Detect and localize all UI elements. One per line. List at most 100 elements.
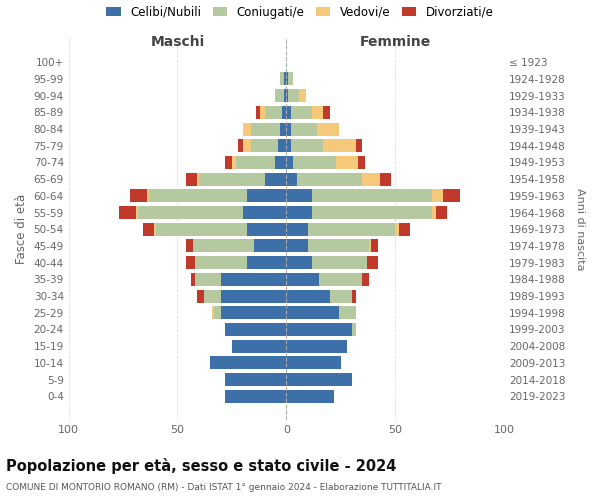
Bar bbox=[358, 156, 365, 169]
Y-axis label: Anni di nascita: Anni di nascita bbox=[575, 188, 585, 270]
Bar bbox=[221, 273, 286, 286]
Bar bbox=[247, 190, 286, 202]
Bar bbox=[313, 256, 367, 269]
Bar bbox=[308, 223, 395, 236]
Bar bbox=[214, 306, 221, 320]
Bar bbox=[265, 172, 286, 186]
Bar bbox=[247, 223, 286, 236]
Bar bbox=[186, 256, 195, 269]
Bar bbox=[195, 256, 247, 269]
Bar bbox=[186, 172, 197, 186]
Bar bbox=[299, 89, 306, 102]
Bar bbox=[371, 240, 378, 252]
Bar bbox=[251, 140, 278, 152]
Bar bbox=[290, 122, 317, 136]
Bar bbox=[317, 122, 338, 136]
Text: COMUNE DI MONTORIO ROMANO (RM) - Dati ISTAT 1° gennaio 2024 - Elaborazione TUTTI: COMUNE DI MONTORIO ROMANO (RM) - Dati IS… bbox=[6, 482, 442, 492]
Bar bbox=[243, 206, 286, 219]
Text: Maschi: Maschi bbox=[151, 35, 205, 49]
Bar bbox=[203, 290, 221, 302]
Bar bbox=[221, 290, 286, 302]
Bar bbox=[197, 290, 203, 302]
Bar bbox=[226, 156, 232, 169]
Bar bbox=[226, 323, 286, 336]
Bar bbox=[290, 106, 313, 119]
Bar bbox=[286, 190, 313, 202]
Bar bbox=[232, 340, 286, 352]
Bar bbox=[119, 206, 136, 219]
Bar bbox=[286, 240, 308, 252]
Bar bbox=[284, 89, 286, 102]
Bar bbox=[156, 223, 247, 236]
Bar bbox=[286, 223, 308, 236]
Bar bbox=[432, 190, 443, 202]
Bar bbox=[212, 306, 214, 320]
Bar bbox=[352, 290, 356, 302]
Bar bbox=[443, 190, 460, 202]
Bar bbox=[323, 140, 356, 152]
Text: Popolazione per età, sesso e stato civile - 2024: Popolazione per età, sesso e stato civil… bbox=[6, 458, 397, 473]
Bar bbox=[193, 240, 254, 252]
Bar bbox=[436, 206, 448, 219]
Bar bbox=[400, 223, 410, 236]
Bar bbox=[284, 72, 286, 86]
Bar bbox=[256, 106, 260, 119]
Bar bbox=[232, 156, 236, 169]
Bar bbox=[199, 172, 265, 186]
Bar bbox=[130, 190, 147, 202]
Bar bbox=[191, 273, 195, 286]
Bar bbox=[247, 256, 286, 269]
Bar bbox=[330, 290, 352, 302]
Bar bbox=[243, 122, 251, 136]
Y-axis label: Fasce di età: Fasce di età bbox=[15, 194, 28, 264]
Legend: Celibi/Nubili, Coniugati/e, Vedovi/e, Divorziati/e: Celibi/Nubili, Coniugati/e, Vedovi/e, Di… bbox=[101, 1, 499, 24]
Bar bbox=[290, 140, 323, 152]
Bar bbox=[286, 356, 341, 370]
Bar bbox=[352, 323, 356, 336]
Bar bbox=[286, 106, 290, 119]
Bar bbox=[362, 273, 369, 286]
Bar bbox=[221, 306, 286, 320]
Bar bbox=[186, 240, 193, 252]
Text: Femmine: Femmine bbox=[359, 35, 431, 49]
Bar bbox=[238, 140, 243, 152]
Bar bbox=[143, 223, 154, 236]
Bar bbox=[286, 306, 338, 320]
Bar bbox=[289, 72, 293, 86]
Bar bbox=[297, 172, 362, 186]
Bar bbox=[323, 106, 330, 119]
Bar bbox=[395, 223, 400, 236]
Bar bbox=[286, 140, 290, 152]
Bar bbox=[337, 156, 358, 169]
Bar bbox=[254, 240, 286, 252]
Bar bbox=[286, 156, 293, 169]
Bar bbox=[147, 190, 149, 202]
Bar bbox=[286, 172, 297, 186]
Bar bbox=[149, 190, 247, 202]
Bar bbox=[243, 140, 251, 152]
Bar bbox=[260, 106, 265, 119]
Bar bbox=[319, 273, 362, 286]
Bar bbox=[226, 390, 286, 403]
Bar bbox=[308, 240, 369, 252]
Bar bbox=[286, 340, 347, 352]
Bar bbox=[432, 206, 436, 219]
Bar bbox=[139, 206, 243, 219]
Bar bbox=[362, 172, 380, 186]
Bar bbox=[280, 72, 284, 86]
Bar bbox=[286, 256, 313, 269]
Bar bbox=[293, 156, 337, 169]
Bar bbox=[195, 273, 221, 286]
Bar bbox=[251, 122, 280, 136]
Bar bbox=[197, 172, 199, 186]
Bar bbox=[265, 106, 282, 119]
Bar bbox=[313, 206, 432, 219]
Bar bbox=[338, 306, 356, 320]
Bar bbox=[280, 122, 286, 136]
Bar bbox=[313, 190, 432, 202]
Bar bbox=[286, 89, 289, 102]
Bar bbox=[236, 156, 275, 169]
Bar bbox=[286, 206, 313, 219]
Bar bbox=[286, 122, 290, 136]
Bar bbox=[369, 240, 371, 252]
